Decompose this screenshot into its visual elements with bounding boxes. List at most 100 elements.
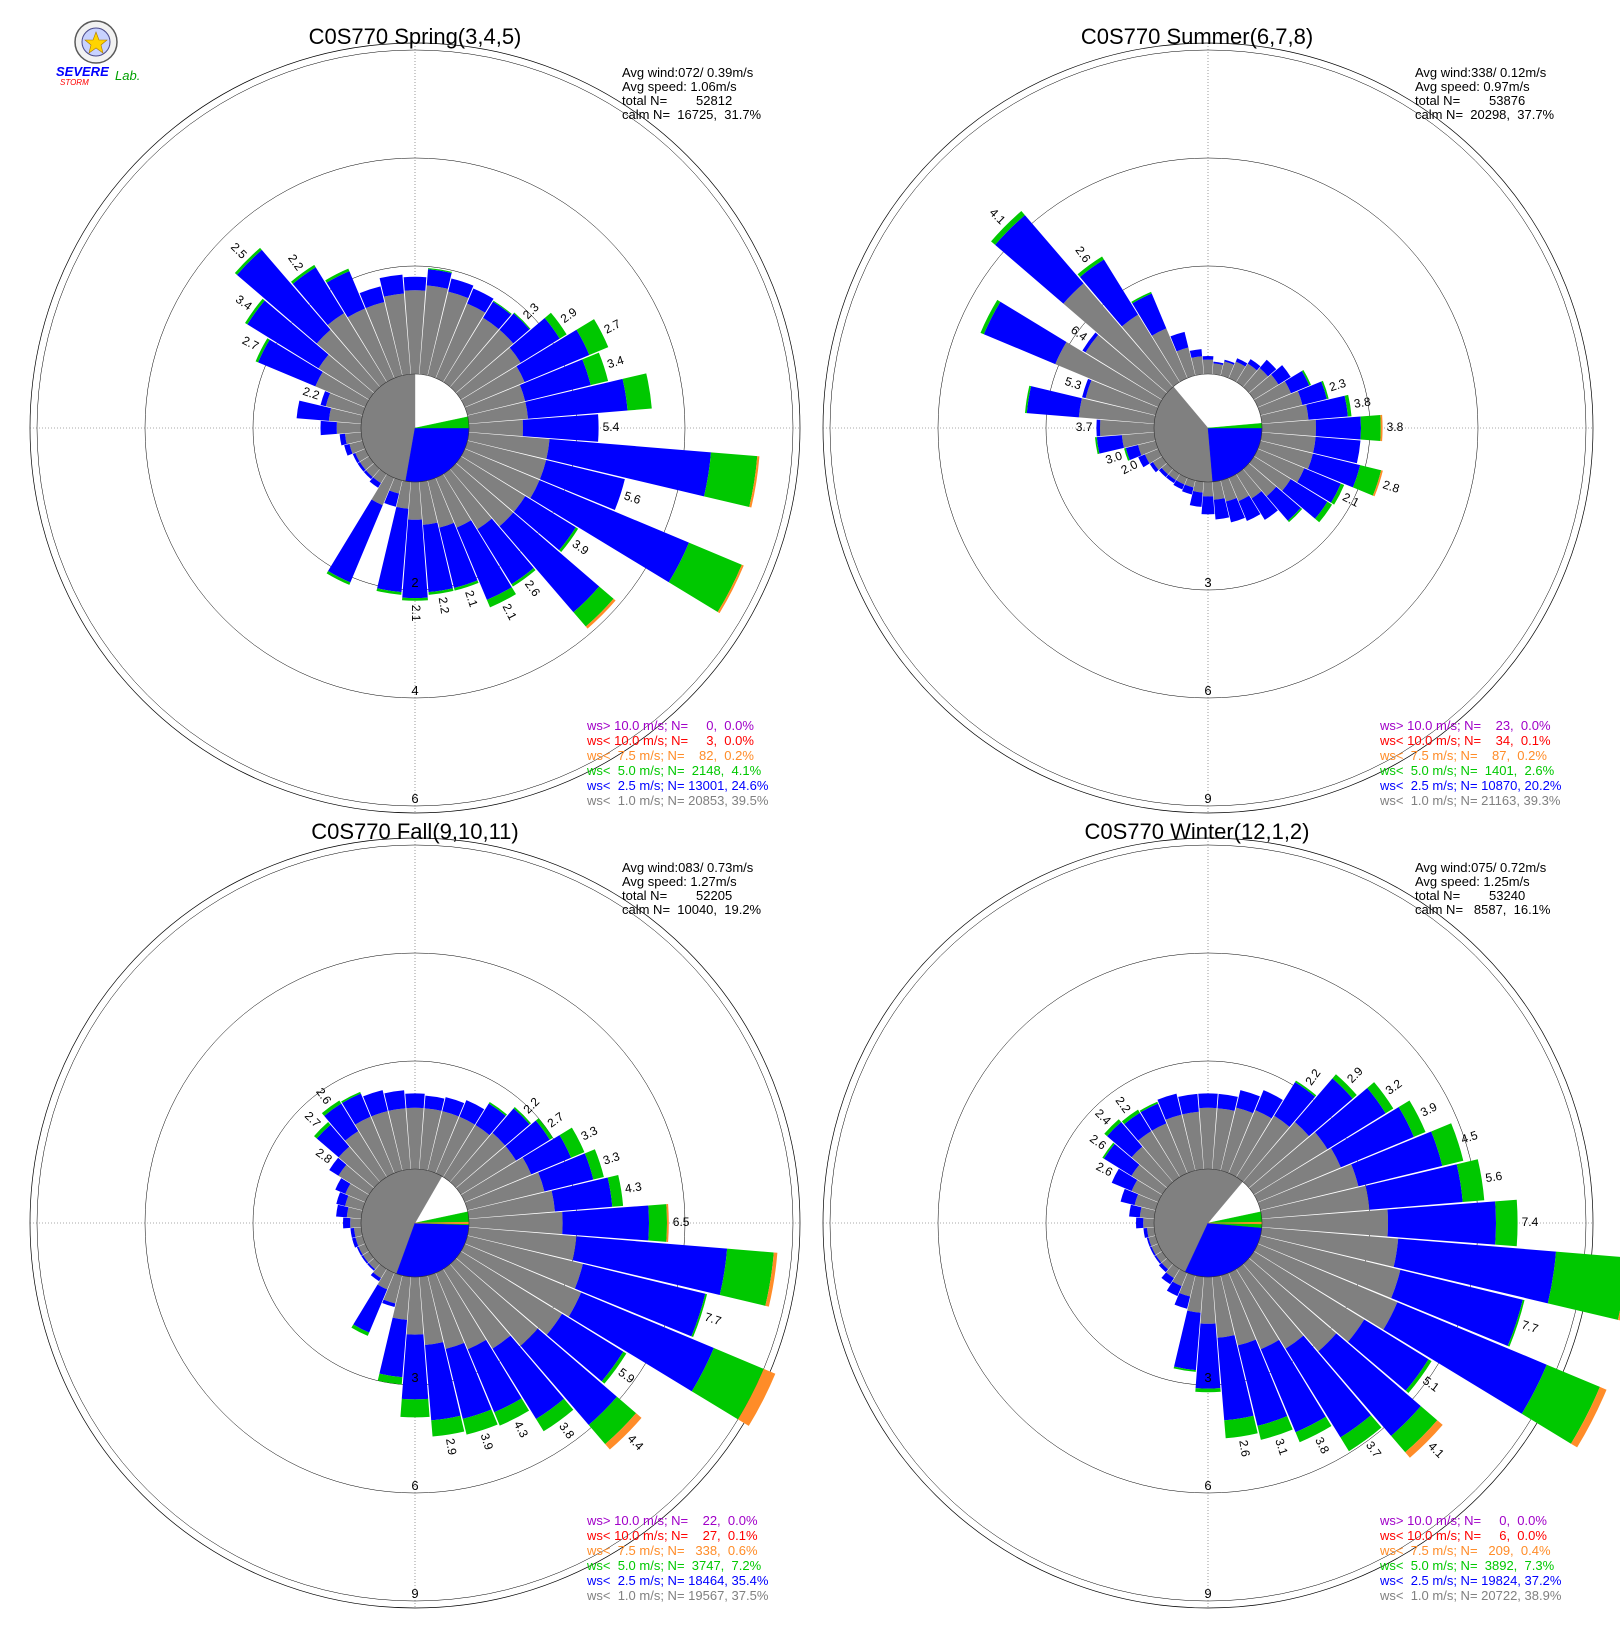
bar-segment-lt2_5 xyxy=(329,1157,347,1176)
bar-segment-lt1 xyxy=(1191,356,1204,376)
bar-value-label: 3.8 xyxy=(556,1420,577,1442)
bar-segment-lt2_5 xyxy=(335,1178,351,1194)
bar-segment-lt2_5 xyxy=(562,1205,649,1241)
bar-value-label: 2.6 xyxy=(1094,1159,1116,1179)
bar-segment-lt1 xyxy=(467,432,550,460)
legend-entry: ws< 5.0 m/s; N= 1401, 2.6% xyxy=(1379,763,1555,778)
bar-segment-lt1 xyxy=(318,354,374,400)
bar-value-label: 3.3 xyxy=(601,1149,622,1168)
bar-value-label: 3.4 xyxy=(233,292,255,313)
bar-segment-lt5 xyxy=(691,1293,708,1338)
bar-segment-lt1 xyxy=(327,313,387,387)
bar-segment-lt2_5 xyxy=(1351,1131,1443,1187)
bar-segment-lt2_5 xyxy=(369,477,381,488)
bar-segment-lt2_5 xyxy=(1297,468,1341,503)
bar-segment-lt2_5 xyxy=(384,490,400,507)
bar-segment-lt5 xyxy=(559,1127,585,1158)
bar-segment-lt1 xyxy=(450,463,514,527)
bar-segment-lt5 xyxy=(1405,1359,1432,1393)
bar-segment-lt2_5 xyxy=(499,313,530,344)
bar-segment-lt1 xyxy=(1249,374,1279,400)
bar-segment-lt1 xyxy=(1254,381,1292,408)
bar-segment-lt5 xyxy=(544,312,567,339)
stats-line: total N= 53876 xyxy=(1415,93,1525,108)
bar-segment-lt1 xyxy=(406,1107,424,1170)
bar-segment-lt1 xyxy=(443,1124,490,1182)
bar-value-label: 7.7 xyxy=(703,1310,724,1329)
bar-segment-lt7_5 xyxy=(737,1368,776,1426)
bar-segment-lt5 xyxy=(462,1409,498,1435)
bar-segment-lt2_5 xyxy=(459,1100,485,1125)
bar-segment-lt1 xyxy=(371,1111,403,1174)
bar-segment-lt2_5 xyxy=(258,339,323,387)
bar-segment-lt2_5 xyxy=(1202,355,1214,360)
bar-segment-lt1 xyxy=(461,366,525,408)
bar-segment-lt2_5 xyxy=(1224,359,1235,365)
bar-segment-lt5 xyxy=(576,319,609,356)
bar-segment-lt2_5 xyxy=(236,249,331,344)
bar-segment-lt5 xyxy=(513,312,531,330)
stats-line: Avg wind:075/ 0.72m/s xyxy=(1415,860,1547,875)
legend-entry: ws< 10.0 m/s; N= 27, 0.1% xyxy=(586,1528,758,1543)
legend-entry: ws< 2.5 m/s; N= 13001, 24.6% xyxy=(586,778,769,793)
bar-segment-lt5 xyxy=(1077,256,1104,277)
calm-outline xyxy=(1153,1168,1263,1278)
bar-value-label: 2.5 xyxy=(228,240,250,262)
bar-segment-lt1 xyxy=(336,422,362,434)
bar-value-label: 4.4 xyxy=(625,1432,647,1454)
bar-segment-lt1 xyxy=(1199,1107,1217,1170)
bar-segment-lt2_5 xyxy=(352,1237,359,1248)
bar-value-label: 3.8 xyxy=(1353,394,1372,410)
bar-segment-lt5 xyxy=(588,1396,637,1445)
ring-label: 9 xyxy=(1204,791,1211,806)
bar-segment-lt2_5 xyxy=(439,522,478,589)
bar-segment-lt2_5 xyxy=(1266,486,1301,521)
bar-segment-lt1 xyxy=(443,1264,511,1349)
bar-segment-lt5 xyxy=(314,1122,331,1139)
bar-segment-lt2_5 xyxy=(1285,1335,1371,1438)
stats-line: calm N= 10040, 19.2% xyxy=(622,902,762,917)
bar-segment-lt1 xyxy=(1212,1275,1235,1338)
bar-segment-lt1 xyxy=(1228,361,1246,382)
bar-segment-lt5 xyxy=(321,1100,342,1116)
bar-segment-lt1 xyxy=(427,477,454,528)
legend-entry: ws< 5.0 m/s; N= 3892, 7.3% xyxy=(1379,1558,1555,1573)
bar-segment-lt5 xyxy=(668,542,742,613)
bar-segment-lt2_5 xyxy=(546,439,711,497)
bar-value-label: 4.1 xyxy=(1425,1439,1447,1461)
bar-segment-lt2_5 xyxy=(1138,454,1150,468)
bar-value-label: 2.6 xyxy=(1072,244,1093,266)
bar-segment-lt2_5 xyxy=(1393,1238,1557,1304)
bar-segment-lt1 xyxy=(450,1132,506,1188)
bar-segment-lt1 xyxy=(1236,1264,1304,1349)
bar-segment-lt2_5 xyxy=(367,1262,376,1271)
bar-segment-lt1 xyxy=(362,1251,374,1263)
bar-segment-lt1 xyxy=(1131,1179,1162,1203)
bar-segment-lt1 xyxy=(464,440,547,480)
bar-segment-lt5 xyxy=(376,588,402,595)
bar-value-label: 5.6 xyxy=(622,489,643,508)
bar-segment-lt2_5 xyxy=(1271,365,1291,385)
bar-segment-lt5 xyxy=(704,452,758,508)
bar-segment-lt1 xyxy=(1161,463,1173,475)
bar-segment-lt5 xyxy=(326,571,351,585)
bar-segment-lt2_5 xyxy=(483,301,512,330)
bar-segment-lt2_5 xyxy=(350,1228,356,1238)
wind-rose-panel: 2.22.73.33.34.36.57.75.94.43.84.33.92.92… xyxy=(29,819,801,1609)
bar-segment-lt2_5 xyxy=(475,1103,506,1136)
bar-segment-lt1 xyxy=(388,1108,411,1171)
bar-segment-lt5 xyxy=(1344,394,1352,417)
bar-segment-lt5 xyxy=(1360,415,1381,441)
bar-segment-lt2_5 xyxy=(1198,1093,1218,1109)
bar-value-label: 3.2 xyxy=(1383,1076,1405,1097)
bar-segment-lt5 xyxy=(1321,380,1329,400)
bar-segment-lt2_5 xyxy=(1331,1107,1414,1168)
panel-title: C0S770 Spring(3,4,5) xyxy=(309,24,522,49)
bar-segment-lt1 xyxy=(456,347,521,400)
bar-segment-lt5 xyxy=(1139,1101,1158,1113)
bar-value-label: 3.9 xyxy=(1418,1099,1440,1119)
bar-segment-lt2_5 xyxy=(1129,1204,1142,1218)
bar-segment-lt2_5 xyxy=(1149,1246,1156,1256)
bar-segment-lt1 xyxy=(1121,432,1156,448)
